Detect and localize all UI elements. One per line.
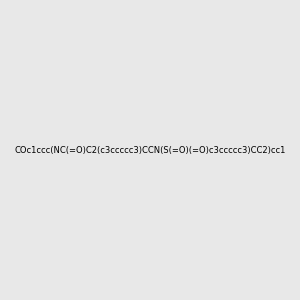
Text: COc1ccc(NC(=O)C2(c3ccccc3)CCN(S(=O)(=O)c3ccccc3)CC2)cc1: COc1ccc(NC(=O)C2(c3ccccc3)CCN(S(=O)(=O)c…	[14, 146, 286, 154]
